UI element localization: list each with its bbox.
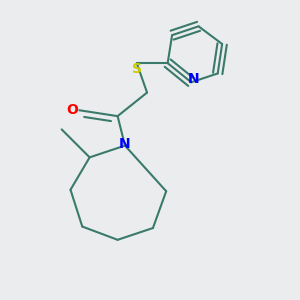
Text: N: N <box>188 72 200 86</box>
Text: S: S <box>132 62 142 76</box>
Text: N: N <box>119 137 131 151</box>
Text: O: O <box>66 103 78 117</box>
